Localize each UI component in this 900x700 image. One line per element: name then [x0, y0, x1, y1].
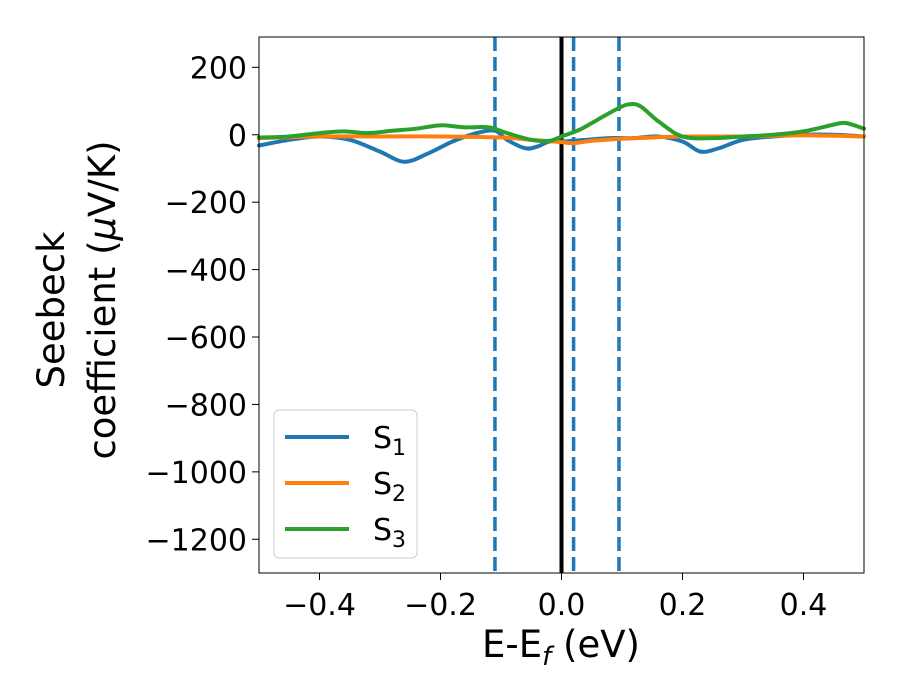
x-tick-label: 0.2 — [659, 588, 707, 623]
y-tick-label: −400 — [165, 254, 247, 289]
x-tick-label: −0.4 — [283, 588, 356, 623]
y-tick-label: 0 — [228, 119, 247, 154]
x-tick-label: −0.2 — [404, 588, 477, 623]
x-tick-label: 0.0 — [538, 588, 586, 623]
y-axis-label-line2: coefficient (μV/K) — [81, 140, 124, 459]
x-axis: −0.4 −0.2 0.0 0.2 0.4 — [283, 573, 827, 623]
y-tick-label: 200 — [190, 51, 247, 86]
y-tick-label: −600 — [165, 321, 247, 356]
reference-lines — [493, 37, 621, 573]
y-tick-label: −200 — [165, 186, 247, 221]
y-tick-label: −1000 — [146, 456, 247, 491]
y-tick-label: −800 — [165, 388, 247, 423]
y-axis: 200 0 −200 −400 −600 −800 −1000 −1200 — [146, 51, 259, 558]
legend-label-s2: S2 — [373, 467, 406, 507]
y-tick-label: −1200 — [146, 523, 247, 558]
legend-label-s3: S3 — [373, 513, 406, 553]
x-axis-label: E-Ef (eV) — [482, 623, 640, 672]
y-axis-label-line1: Seebeck — [30, 231, 73, 389]
legend: S1 S2 S3 — [273, 409, 418, 559]
legend-label-s1: S1 — [373, 421, 406, 461]
x-tick-label: 0.4 — [780, 588, 828, 623]
series-lines — [257, 101, 866, 164]
series-s3-line — [257, 101, 866, 144]
